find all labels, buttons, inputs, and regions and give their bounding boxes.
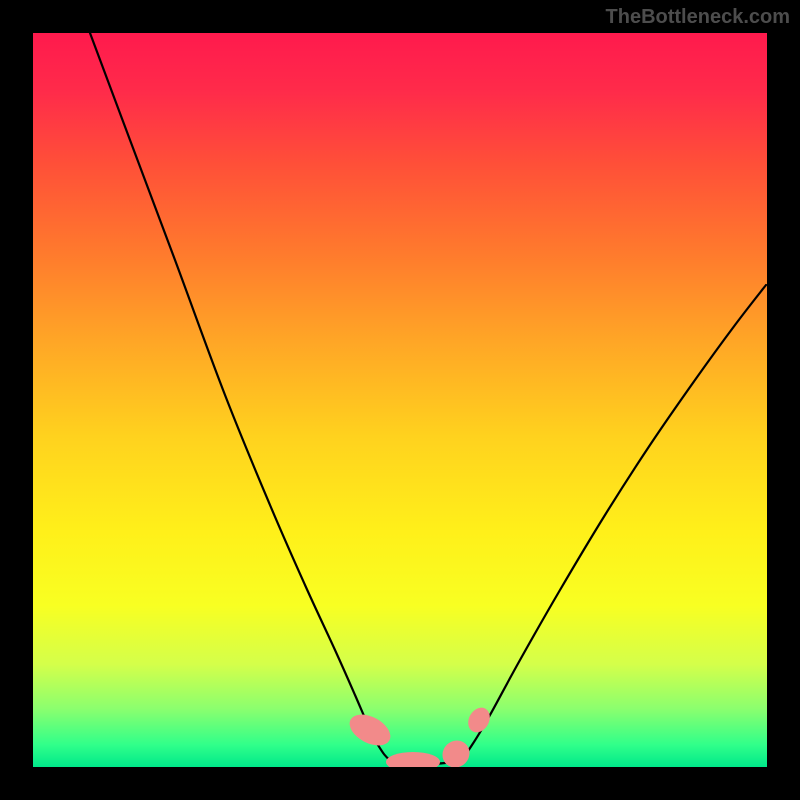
watermark-text: TheBottleneck.com (606, 6, 790, 29)
chart-container: TheBottleneck.com (0, 0, 800, 800)
plot-gradient-background (33, 33, 767, 767)
